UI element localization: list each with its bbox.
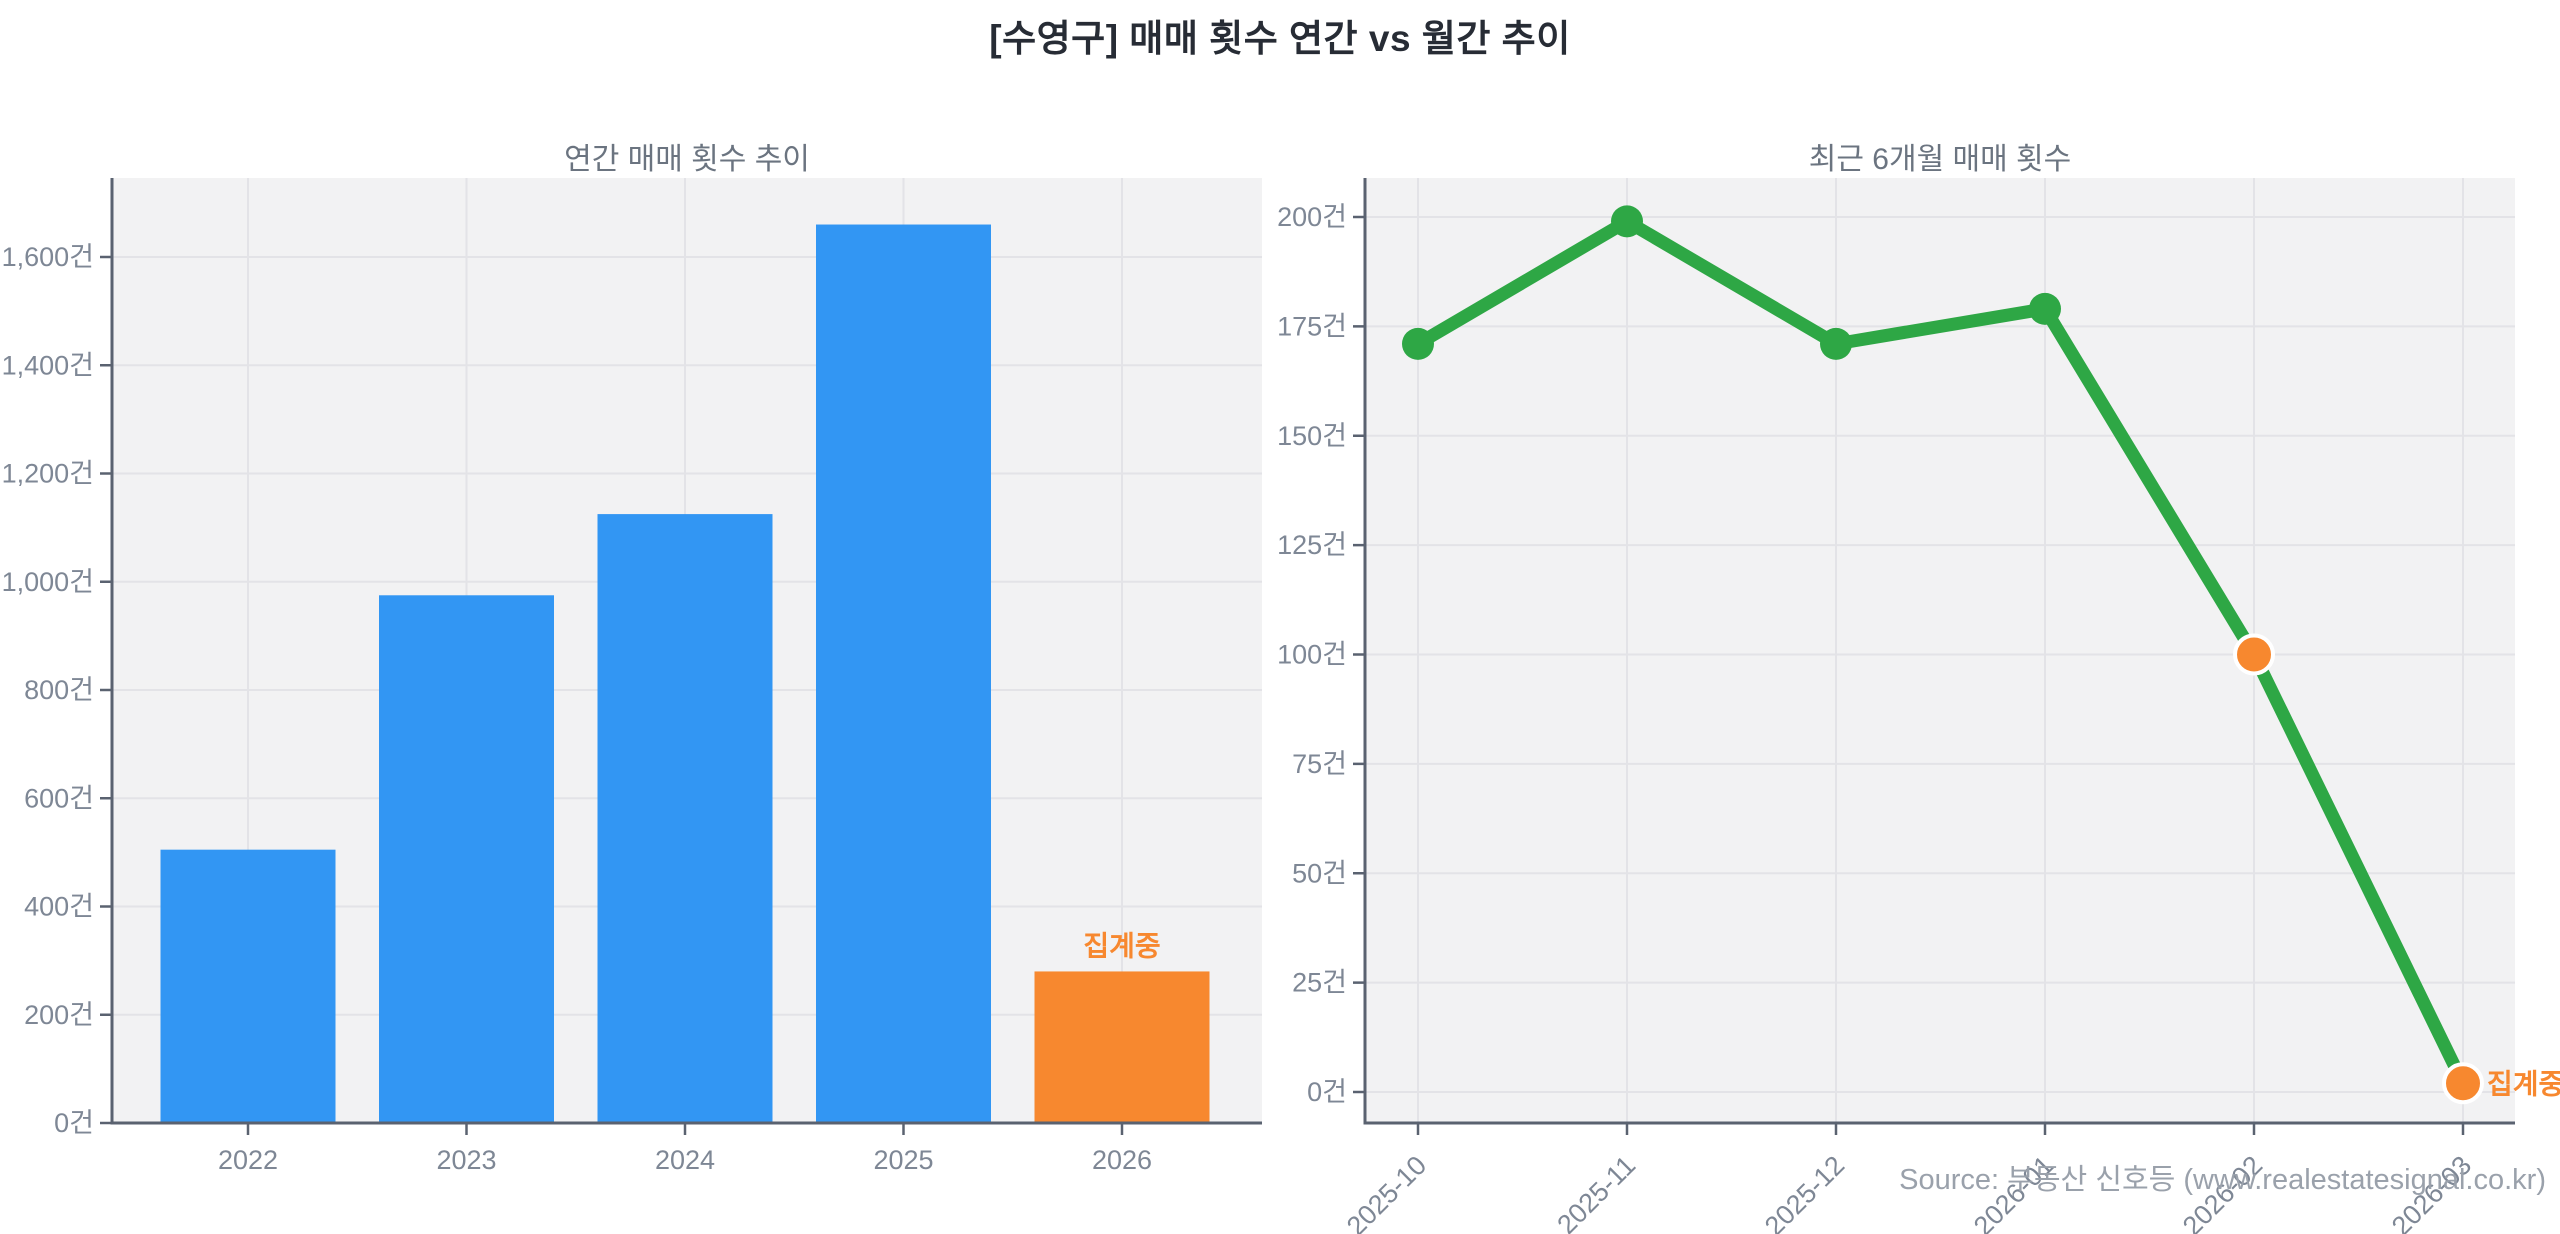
bar-y-tick-label: 800건 [24, 675, 94, 705]
bar-y-tick-label: 0건 [54, 1108, 94, 1138]
bar-2024 [597, 514, 773, 1123]
line-y-tick-label: 100건 [1277, 640, 1347, 670]
data-point-2025-11 [1611, 205, 1643, 238]
trend-line [1411, 214, 2470, 1090]
bar-y-tick-label: 1,000건 [2, 567, 94, 597]
bar-y-tick-label: 200건 [24, 1000, 94, 1030]
data-point-2026-03 [2442, 1062, 2484, 1105]
data-point-2026-02 [2233, 633, 2275, 676]
bar-y-tick-label: 400건 [24, 892, 94, 922]
bar-x-tick-label: 2024 [655, 1145, 715, 1175]
bar-x-tick-label: 2023 [436, 1145, 496, 1175]
bar-x-tick-label: 2025 [873, 1145, 933, 1175]
line-y-tick-label: 75건 [1292, 749, 1347, 779]
bar-chart-title: 연간 매매 횟수 추이 [564, 143, 810, 176]
line-x-tick-label: 2025-10 [1341, 1150, 1432, 1234]
bar-x-tick-label: 2026 [1092, 1145, 1152, 1175]
source-caption: Source: 부동산 신호등 (www.realestatesignal.co… [1899, 1164, 2546, 1196]
line-y-tick-label: 150건 [1277, 421, 1347, 451]
bar-2025 [816, 224, 991, 1123]
line-x-tick-label: 2025-12 [1759, 1150, 1850, 1234]
line-annotation: 집계중 [2487, 1068, 2560, 1099]
line-chart-title: 최근 6개월 매매 횟수 [1808, 143, 2072, 176]
data-point-2026-01 [2029, 292, 2061, 325]
line-plot-background [1365, 178, 2515, 1123]
bar-y-tick-label: 600건 [24, 783, 94, 813]
line-y-tick-label: 175건 [1277, 311, 1347, 341]
bar-2026 [1034, 971, 1210, 1123]
bar-2023 [379, 595, 554, 1123]
bar-y-tick-label: 1,400건 [2, 350, 94, 380]
page-title: [수영구] 매매 횟수 연간 vs 월간 추이 [989, 18, 1571, 59]
line-x-tick-label: 2025-11 [1551, 1150, 1641, 1234]
line-y-tick-label: 125건 [1277, 530, 1347, 560]
line-y-tick-label: 200건 [1277, 202, 1347, 232]
line-y-tick-label: 25건 [1292, 968, 1347, 998]
line-y-tick-label: 50건 [1292, 858, 1347, 888]
bar-2022 [160, 849, 336, 1123]
data-point-2025-12 [1820, 327, 1852, 360]
bar-annotation: 집계중 [1083, 930, 1160, 961]
bar-y-tick-label: 1,600건 [2, 242, 94, 272]
bar-y-tick-label: 1,200건 [2, 459, 94, 489]
line-y-tick-label: 0건 [1307, 1077, 1347, 1107]
bar-x-tick-label: 2022 [218, 1145, 278, 1175]
data-point-2025-10 [1402, 327, 1434, 360]
